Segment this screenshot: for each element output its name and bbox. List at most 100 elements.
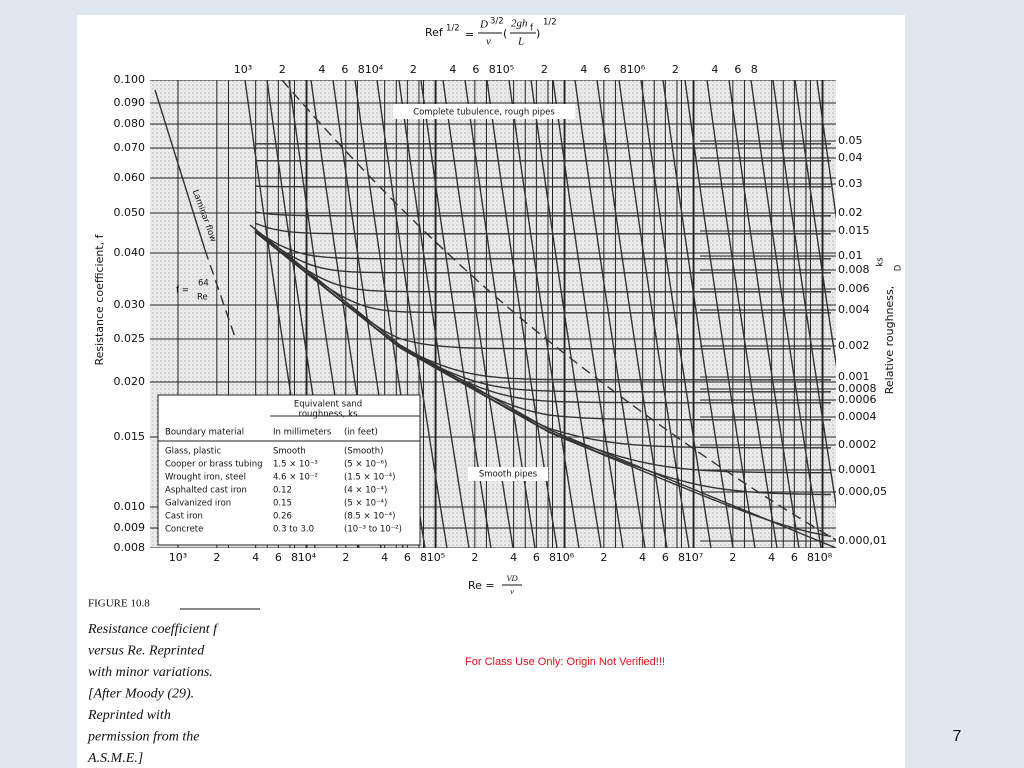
formula-num-exp: 3/2 (490, 17, 504, 27)
bottom-tick-label: 4 (768, 551, 775, 564)
y2-axis-label: Relative roughness, (883, 286, 896, 395)
y-axis-label: Resistance coefficient, f (93, 233, 106, 365)
roughness-curve (254, 229, 831, 260)
diagonal-line (706, 80, 778, 548)
figure-label: FIGURE 10.8 (88, 598, 150, 610)
paren: ( (503, 27, 507, 40)
label-bg (393, 104, 575, 119)
left-tick-label: 0.015 (114, 430, 146, 443)
left-tick-label: 0.008 (114, 541, 146, 554)
bottom-tick-label: 2 (471, 551, 478, 564)
top-tick-label: 2 (541, 63, 548, 76)
roughness-curve (254, 211, 831, 217)
top-tick-label: 2 (672, 63, 679, 76)
diagonal-line (596, 80, 668, 548)
top-tick-label: 4 (580, 63, 587, 76)
table-cell: Smooth (273, 447, 306, 457)
formula-num: D (479, 19, 488, 31)
top-tick-label: 6 (603, 63, 610, 76)
roughness-curve (254, 185, 831, 188)
table-cell: Cast iron (165, 512, 203, 522)
bottom-tick-label: 4 (252, 551, 259, 564)
top-tick-label: 10⁶ (627, 63, 646, 76)
roughness-curve (254, 222, 831, 235)
table-cell: 1.5 × 10⁻³ (273, 460, 318, 470)
top-tick-label: 2 (410, 63, 417, 76)
formula-inner-num: 2gh (511, 18, 528, 30)
left-tick-label: 0.009 (114, 521, 146, 534)
table-cell: (8.5 × 10⁻⁴) (344, 512, 395, 522)
caption-line: with minor variations. (88, 665, 213, 680)
bottom-tick-label: 10⁴ (298, 551, 317, 564)
y2-axis-frac-num: ks (876, 257, 886, 267)
top-tick-label: 4 (449, 63, 456, 76)
right-tick-label: 0.0001 (838, 463, 877, 476)
top-tick-label: 8 (489, 63, 496, 76)
diagonal-line (640, 80, 712, 548)
diagonal-line (398, 80, 470, 548)
caption-line: versus Re. Reprinted (88, 644, 205, 659)
formula-inner-den: L (517, 36, 524, 48)
left-tick-label: 0.050 (114, 206, 146, 219)
left-tick-label: 0.100 (114, 73, 146, 86)
bottom-tick-label: 6 (791, 551, 798, 564)
formula-exp: 1/2 (543, 18, 557, 28)
right-tick-label: 0.004 (838, 303, 870, 316)
left-tick-label: 0.030 (114, 298, 146, 311)
formula: Ref 1/2 = D 3/2 ν ( 2gh f L ) 1/2 (425, 17, 557, 48)
top-tick-label: 8 (620, 63, 627, 76)
roughness-curve (254, 231, 831, 293)
top-tick-label: 6 (472, 63, 479, 76)
table-cell: (10⁻³ to 10⁻²) (344, 525, 402, 535)
plot-lines (150, 80, 836, 548)
roughness-curve (254, 231, 832, 537)
table-cell: Concrete (165, 525, 203, 535)
right-tick-label: 0.04 (838, 151, 863, 164)
diagonal-line (376, 80, 448, 548)
table-cell: 0.15 (273, 499, 292, 509)
x-axis-label: Re = (468, 579, 495, 592)
right-tick-label: 0.001 (838, 370, 870, 383)
table-cell: 0.12 (273, 486, 292, 496)
annotation: Smooth pipes (479, 470, 538, 480)
bottom-tick-label: 6 (662, 551, 669, 564)
formula-inner-sub: f (530, 24, 534, 34)
right-tick-label: 0.015 (838, 224, 870, 237)
table-cell: (5 × 10⁻⁶) (344, 460, 387, 470)
annotation: 64 (198, 279, 209, 289)
table-cell: Wrought iron, steel (165, 473, 246, 483)
top-tick-label: 8 (751, 63, 758, 76)
top-tick-label: 10⁴ (365, 63, 384, 76)
table-cell: Glass, plastic (165, 447, 222, 457)
right-tick-label: 0.002 (838, 339, 870, 352)
right-tick-label: 0.05 (838, 134, 863, 147)
table-cell: Asphalted cast iron (165, 486, 247, 496)
bottom-tick-label: 6 (533, 551, 540, 564)
caption-line: permission from the (87, 730, 199, 745)
label-bg (468, 467, 548, 481)
bottom-tick-label: 10⁷ (685, 551, 703, 564)
left-tick-label: 0.010 (114, 500, 146, 513)
diagonal-line (618, 80, 690, 548)
diagonal-line (728, 80, 800, 548)
left-tick-label: 0.070 (114, 141, 146, 154)
turbulence-boundary (281, 80, 836, 541)
notice: For Class Use Only: Origin Not Verified!… (465, 656, 665, 668)
top-tick-label: 2 (279, 63, 286, 76)
laminar-line (154, 89, 206, 251)
diagonal-line (750, 80, 822, 548)
smooth-curve (249, 224, 836, 548)
table-header: Boundary material (165, 428, 244, 438)
left-tick-label: 0.025 (114, 332, 146, 345)
table-header: In millimeters (273, 428, 332, 438)
table-cell: (5 × 10⁻⁴) (344, 499, 387, 509)
annotation: f = (176, 286, 189, 296)
diagonal-line (552, 80, 624, 548)
table-cell: 0.3 to 3.0 (273, 525, 314, 535)
table-header: (in feet) (344, 428, 378, 438)
top-tick-label: 4 (318, 63, 325, 76)
bottom-tick-label: 8 (678, 551, 685, 564)
right-tick-label: 0.03 (838, 177, 863, 190)
left-tick-label: 0.060 (114, 171, 146, 184)
